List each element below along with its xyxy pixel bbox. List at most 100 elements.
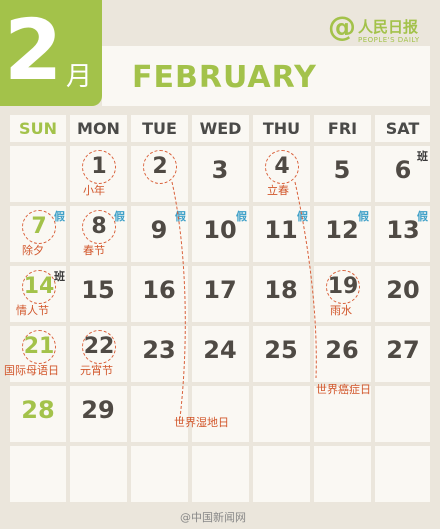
day-cell[interactable]: 12 假 [314,206,371,262]
month-char: 月 [66,62,93,92]
weekday-tue: TUE [131,115,188,142]
logo-name-cn: 人民日报 [358,18,419,36]
festival-label: 元宵节 [80,364,113,377]
day-number: 11 [264,216,298,244]
day-number: 19 [326,270,360,304]
holiday-marker: 假 [114,210,125,223]
day-cell-empty [375,386,430,442]
day-cell[interactable]: 26 [314,326,371,382]
holiday-marker: 假 [236,210,247,223]
workday-marker: 班 [54,270,65,283]
day-number: 3 [211,156,229,184]
day-cell[interactable]: 7 假 除夕 [10,206,66,262]
day-number: 28 [21,396,55,424]
weekday-wed: WED [192,115,249,142]
day-cell[interactable]: 3 [192,146,249,202]
day-number: 20 [386,276,420,304]
day-cell[interactable]: 18 [253,266,310,322]
day-cell-empty [253,386,310,442]
day-number: 13 [386,216,420,244]
day-cell[interactable]: 2 [131,146,188,202]
festival-label: 春节 [83,244,105,257]
day-number: 27 [386,336,420,364]
holiday-marker: 假 [54,210,65,223]
day-cell-empty [131,386,188,442]
weekday-fri: FRI [314,115,371,142]
day-cell-empty [10,146,66,202]
weekday-sun: SUN [10,115,66,142]
day-cell[interactable]: 5 [314,146,371,202]
day-cell[interactable]: 16 [131,266,188,322]
workday-marker: 班 [417,150,428,163]
day-cell-empty [70,446,127,502]
day-number: 9 [150,216,168,244]
day-number: 1 [82,150,116,184]
leader-line-wetlands [171,181,186,419]
day-number: 6 [394,156,412,184]
day-number: 12 [325,216,359,244]
day-number: 8 [82,210,116,244]
day-cell[interactable]: 10 假 [192,206,249,262]
day-cell-empty [10,446,66,502]
day-cell[interactable]: 21 国际母语日 [4,326,66,382]
month-title: FEBRUARY [132,60,317,95]
day-cell[interactable]: 15 [70,266,127,322]
weekday-thu: THU [253,115,310,142]
festival-label-cancer: 世界癌症日 [316,383,371,396]
weekday-sat: SAT [375,115,430,142]
day-cell-empty [375,446,430,502]
day-cell[interactable]: 6 班 [375,146,430,202]
logo-mark-icon: @ [328,10,356,43]
festival-label: 立春 [267,184,289,197]
holiday-marker: 假 [417,210,428,223]
day-cell[interactable]: 9 假 [131,206,188,262]
day-cell[interactable]: 19 雨水 [314,266,371,322]
header-bar [102,46,430,106]
day-number: 23 [142,336,176,364]
festival-label: 小年 [83,184,105,197]
holiday-marker: 假 [175,210,186,223]
peoples-daily-logo: @ 人民日报 PEOPLE'S DAILY [328,10,432,50]
day-cell[interactable]: 25 [253,326,310,382]
day-cell[interactable]: 14 班 情人节 [10,266,66,322]
day-number: 26 [325,336,359,364]
holiday-marker: 假 [297,210,308,223]
day-number: 4 [265,150,299,184]
day-cell[interactable]: 22 元宵节 [70,326,127,382]
day-cell[interactable]: 11 假 [253,206,310,262]
day-number: 21 [22,330,56,364]
day-cell-empty [192,446,249,502]
day-cell[interactable]: 24 [192,326,249,382]
day-cell[interactable]: 13 假 [375,206,430,262]
day-number: 15 [81,276,115,304]
day-cell[interactable]: 1 小年 [70,146,127,202]
leader-line-cancer [294,181,317,379]
day-cell-empty [131,446,188,502]
month-badge: 2 月 [0,0,102,106]
day-number: 18 [264,276,298,304]
month-number: 2 [4,1,63,99]
day-cell-empty [192,386,249,442]
day-cell[interactable]: 28 [10,386,66,442]
day-number: 10 [203,216,237,244]
day-cell[interactable]: 4 立春 [253,146,310,202]
festival-label: 情人节 [16,304,49,317]
day-cell[interactable]: 20 [375,266,430,322]
day-number: 2 [143,150,177,184]
day-cell-empty [314,446,371,502]
day-number: 29 [81,396,115,424]
day-number: 16 [142,276,176,304]
day-cell-empty [314,386,371,442]
day-cell[interactable]: 23 [131,326,188,382]
day-cell[interactable]: 27 [375,326,430,382]
holiday-marker: 假 [358,210,369,223]
day-number: 17 [203,276,237,304]
day-cell[interactable]: 29 [70,386,127,442]
day-cell[interactable]: 8 假 春节 [70,206,127,262]
day-cell[interactable]: 17 [192,266,249,322]
day-number: 24 [203,336,237,364]
watermark: @中国新闻网 [180,511,246,524]
day-number: 5 [333,156,351,184]
festival-label: 雨水 [330,304,352,317]
